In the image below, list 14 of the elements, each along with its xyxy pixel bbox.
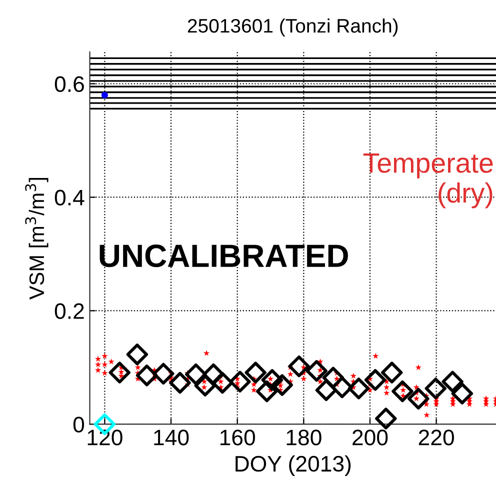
annotation: UNCALIBRATED	[100, 244, 348, 268]
x-tick-label: 160	[220, 430, 256, 446]
x-tick-label: 200	[352, 430, 388, 446]
y-tick-label: 0.4	[54, 190, 84, 206]
x-axis-title: DOY (2013)	[236, 455, 351, 476]
y-axis-title: VSM [m$^{3}$/m$^{3}$]	[25, 178, 48, 300]
x-tick-label: 140	[154, 430, 189, 446]
x-tick-label: 220	[418, 430, 454, 446]
y-tick-label: 0.2	[54, 303, 84, 319]
y-tick-label: 0	[73, 416, 84, 432]
annotation: Temperate (dry)	[363, 154, 493, 208]
chart-title: 25013601 (Tonzi Ranch)	[188, 18, 398, 37]
y-tick-label: 0.6	[54, 76, 84, 92]
x-tick-label: 180	[286, 430, 322, 446]
